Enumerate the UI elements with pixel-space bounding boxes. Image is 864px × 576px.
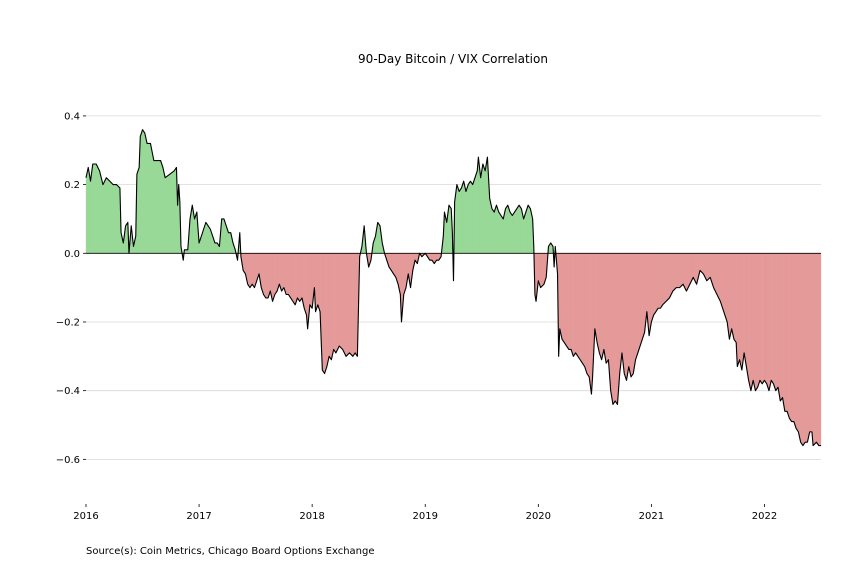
x-tick-label: 2016	[73, 511, 98, 522]
correlation-line	[85, 129, 821, 447]
y-tick-label: 0.4	[64, 111, 80, 122]
area-layer	[85, 129, 822, 447]
line-layer	[85, 129, 821, 447]
x-tick-label: 2017	[186, 511, 211, 522]
y-tick-label: −0.4	[56, 386, 80, 397]
negative-correlation-area	[181, 253, 822, 447]
positive-correlation-area	[85, 129, 556, 254]
x-tick-label: 2020	[526, 511, 551, 522]
x-tick-label: 2018	[299, 511, 324, 522]
y-axis: 0.4 0.2 0.0 −0.2 −0.4 −0.6	[56, 111, 86, 466]
source-note: Source(s): Coin Metrics, Chicago Board O…	[86, 546, 375, 557]
y-tick-label: −0.6	[56, 455, 80, 466]
chart-title: 90-Day Bitcoin / VIX Correlation	[358, 52, 548, 66]
x-axis: 2016 2017 2018 2019 2020 2021 2022	[73, 504, 777, 522]
y-tick-label: 0.0	[64, 249, 80, 260]
y-tick-label: −0.2	[56, 317, 80, 328]
x-tick-label: 2021	[639, 511, 664, 522]
x-tick-label: 2019	[413, 511, 438, 522]
x-tick-label: 2022	[752, 511, 777, 522]
y-tick-label: 0.2	[64, 180, 80, 191]
grid-layer	[86, 115, 821, 460]
